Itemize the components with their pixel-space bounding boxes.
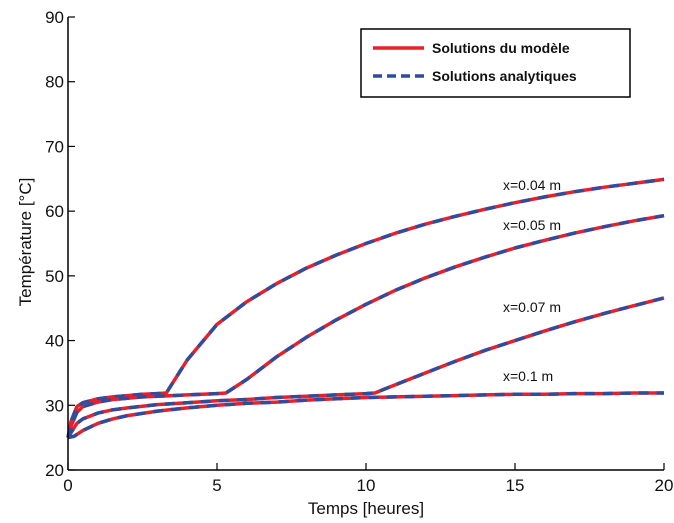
x-tick-label: 0 bbox=[63, 476, 72, 495]
annotation-curve-3: x=0.07 m bbox=[503, 299, 561, 315]
y-tick-label: 20 bbox=[45, 461, 64, 480]
legend: Solutions du modèle Solutions analytique… bbox=[360, 28, 631, 98]
series-4-model-line bbox=[67, 391, 664, 440]
series-3-analytic-line bbox=[66, 296, 665, 439]
y-tick-label: 30 bbox=[45, 396, 64, 415]
y-tick-label: 60 bbox=[45, 202, 64, 221]
x-axis-label: Temps [heures] bbox=[308, 499, 424, 518]
x-tick-label: 20 bbox=[655, 476, 674, 495]
series-4-analytic-line bbox=[67, 391, 664, 440]
y-tick-label: 70 bbox=[45, 137, 64, 156]
curve-annotations: x=0.04 m x=0.05 m x=0.07 m x=0.1 m bbox=[503, 177, 561, 384]
x-tick-label: 5 bbox=[212, 476, 221, 495]
y-tick-label: 90 bbox=[45, 8, 64, 27]
x-tick-label: 15 bbox=[506, 476, 525, 495]
y-tick-label: 50 bbox=[45, 267, 64, 286]
x-tick-label: 10 bbox=[357, 476, 376, 495]
annotation-curve-1: x=0.04 m bbox=[503, 177, 561, 193]
y-tick-label: 80 bbox=[45, 73, 64, 92]
annotation-curve-4: x=0.1 m bbox=[503, 368, 553, 384]
legend-box bbox=[360, 28, 631, 98]
legend-label-model: Solutions du modèle bbox=[432, 40, 570, 56]
annotation-curve-2: x=0.05 m bbox=[503, 217, 561, 233]
series-3-model-line bbox=[66, 296, 665, 439]
series-1-analytic-line bbox=[66, 177, 665, 438]
legend-label-analytic: Solutions analytiques bbox=[432, 68, 577, 84]
y-tick-label: 40 bbox=[45, 332, 64, 351]
series-2-analytic-line bbox=[66, 213, 665, 439]
y-axis-label: Température [°C] bbox=[16, 178, 35, 307]
ticks: 0 5 10 15 20 20 30 40 50 60 70 80 90 bbox=[45, 8, 673, 495]
plot-lines bbox=[66, 177, 665, 440]
